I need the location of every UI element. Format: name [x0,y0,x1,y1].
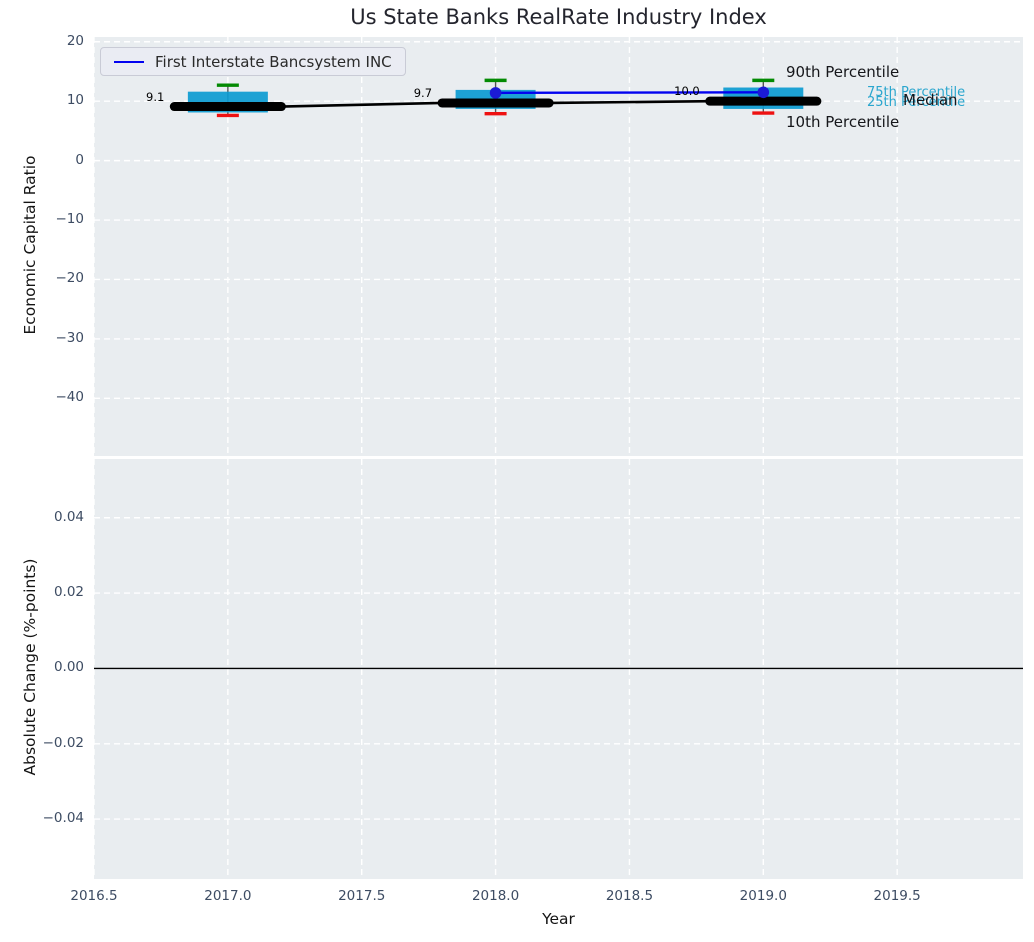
y-tick-label-bottom: −0.02 [42,734,84,751]
legend-line-swatch [114,60,144,63]
chart-title: Us State Banks RealRate Industry Index [350,5,767,29]
annotation-median: Median [903,91,958,109]
median-connector [281,101,443,108]
median-connector [549,99,710,105]
annotation-75th-percentile: 75th Percentile [867,85,966,100]
y-axis-label-top: Economic Capital Ratio [21,155,39,335]
median-value-label: 9.7 [413,85,433,100]
y-tick-label-top: 20 [66,32,84,49]
x-tick-label: 2017.5 [338,888,386,904]
x-tick-label: 2016.5 [70,888,118,904]
legend: First Interstate Bancsystem INC [100,47,406,76]
x-tick-label: 2019.5 [873,888,921,904]
company-point [489,87,502,99]
median-value-label: 10.0 [674,84,700,99]
legend-series-label: First Interstate Bancsystem INC [155,52,392,71]
y-tick-label-top: −20 [55,270,85,287]
y-tick-label-bottom: 0.02 [53,584,84,601]
y-tick-label-top: −40 [55,389,85,406]
y-tick-label-bottom: 0.00 [53,659,84,676]
x-axis-label: Year [542,910,575,928]
company-point [757,86,770,99]
y-tick-label-top: −10 [55,211,85,228]
x-tick-label: 2017.0 [204,888,252,904]
annotation-10th-percentile: 10th Percentile [786,113,900,131]
y-tick-label-bottom: −0.04 [42,810,84,827]
x-tick-label: 2018.5 [605,888,654,904]
y-tick-label-top: 0 [75,151,84,168]
x-tick-label: 2019.0 [739,888,787,904]
y-tick-label-bottom: 0.04 [53,508,84,525]
x-tick-label: 2018.0 [471,888,520,904]
annotation-90th-percentile: 90th Percentile [786,63,900,81]
company-line [495,91,764,95]
y-tick-label-top: 10 [66,92,84,109]
annotation-25th-percentile: 25th Percentile [867,95,966,110]
median-value-label: 9.1 [146,89,165,104]
y-tick-label-top: −30 [55,329,85,346]
